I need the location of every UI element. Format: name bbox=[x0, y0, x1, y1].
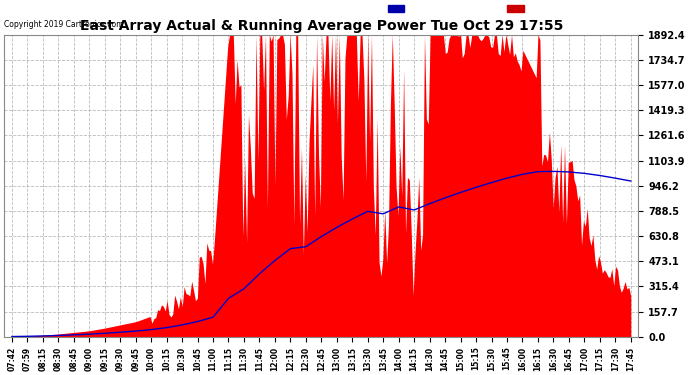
Title: East Array Actual & Running Average Power Tue Oct 29 17:55: East Array Actual & Running Average Powe… bbox=[79, 20, 563, 33]
Text: Copyright 2019 Cartronics.com: Copyright 2019 Cartronics.com bbox=[4, 20, 124, 28]
Legend: Average  (DC Watts), East Array  (DC Watts): Average (DC Watts), East Array (DC Watts… bbox=[386, 3, 634, 15]
